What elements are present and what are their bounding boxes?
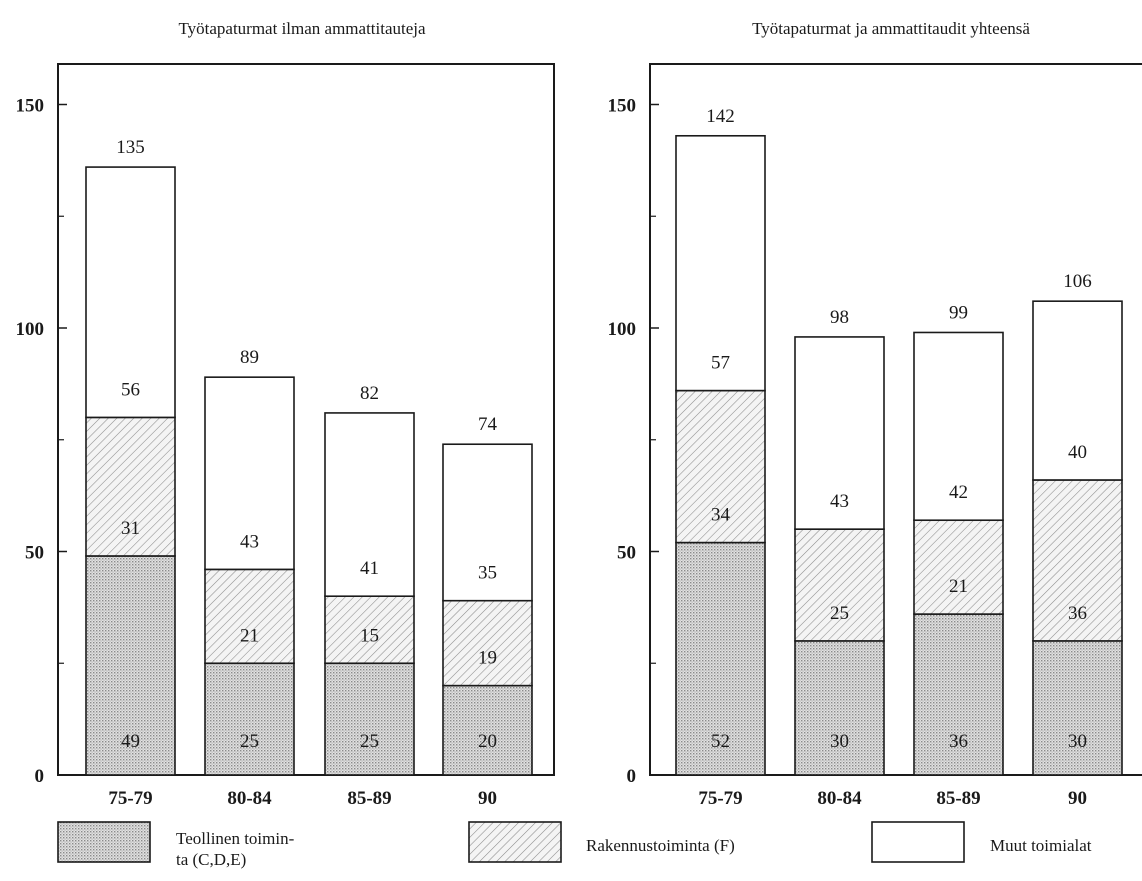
segment-value-label: 52: [711, 731, 730, 752]
y-tick-label: 100: [16, 319, 45, 340]
segment-value-label: 35: [478, 563, 497, 584]
segment-value-label: 41: [360, 558, 379, 579]
legend-label: Muut toimialat: [990, 836, 1092, 855]
legend-label: Teollinen toimin-: [176, 829, 295, 848]
chart-title: Työtapaturmat ja ammattitaudit yhteensä: [752, 19, 1030, 38]
segment-value-label: 31: [121, 518, 140, 539]
bar-segment-rakennus: [914, 520, 1003, 614]
x-category-label: 80-84: [227, 788, 272, 809]
segment-value-label: 43: [830, 491, 849, 512]
x-category-label: 75-79: [108, 788, 152, 809]
legend-swatch: [469, 822, 561, 862]
x-category-label: 75-79: [698, 788, 742, 809]
chart-title: Työtapaturmat ilman ammattitauteja: [178, 19, 426, 38]
legend-label-line2: ta (C,D,E): [176, 850, 246, 869]
y-tick-label: 0: [627, 766, 637, 787]
bar-total-label: 106: [1063, 271, 1092, 292]
bar-total-label: 99: [949, 302, 968, 323]
segment-value-label: 25: [240, 731, 259, 752]
x-category-label: 80-84: [817, 788, 862, 809]
y-tick-label: 150: [16, 96, 45, 117]
bar-total-label: 142: [706, 106, 735, 127]
y-tick-label: 50: [25, 543, 44, 564]
bar-total-label: 98: [830, 307, 849, 328]
segment-value-label: 36: [949, 731, 968, 752]
segment-value-label: 49: [121, 731, 140, 752]
legend: Teollinen toimin-ta (C,D,E) Rakennustoimi…: [58, 822, 1092, 869]
segment-value-label: 19: [478, 648, 497, 669]
bar-segment-teollinen: [325, 663, 414, 775]
segment-value-label: 30: [830, 731, 849, 752]
segment-value-label: 42: [949, 482, 968, 503]
segment-value-label: 34: [711, 505, 731, 526]
y-tick-label: 0: [35, 766, 45, 787]
chart-panel-2: Työtapaturmat ja ammattitaudit yhteensä 0…: [608, 19, 1142, 809]
segment-value-label: 20: [478, 731, 497, 752]
chart-panel-1: Työtapaturmat ilman ammattitauteja 0 50 100…: [16, 19, 555, 809]
segment-value-label: 40: [1068, 442, 1087, 463]
bar-segment-teollinen: [795, 641, 884, 775]
segment-value-label: 56: [121, 379, 140, 400]
bar-total-label: 89: [240, 347, 259, 368]
legend-swatch: [872, 822, 964, 862]
x-category-label: 90: [478, 788, 497, 809]
bar-total-label: 135: [116, 137, 145, 158]
segment-value-label: 21: [240, 625, 259, 646]
bar-segment-teollinen: [205, 663, 294, 775]
legend-swatch: [58, 822, 150, 862]
bar-segment-rakennus: [443, 601, 532, 686]
y-tick-label: 50: [617, 543, 636, 564]
bar-total-label: 82: [360, 383, 379, 404]
y-tick-label: 150: [608, 96, 637, 117]
segment-value-label: 36: [1068, 603, 1087, 624]
segment-value-label: 25: [360, 731, 379, 752]
segment-value-label: 30: [1068, 731, 1087, 752]
x-category-label: 85-89: [347, 788, 391, 809]
segment-value-label: 15: [360, 625, 379, 646]
y-tick-label: 100: [608, 319, 637, 340]
bar-segment-rakennus: [205, 569, 294, 663]
legend-label: Rakennustoiminta (F): [586, 836, 735, 855]
x-category-label: 85-89: [936, 788, 980, 809]
legend-item: Rakennustoiminta (F): [469, 822, 735, 862]
segment-value-label: 43: [240, 531, 259, 552]
x-category-label: 90: [1068, 788, 1087, 809]
bar-total-label: 74: [478, 414, 498, 435]
segment-value-label: 57: [711, 353, 730, 374]
segment-value-label: 21: [949, 576, 968, 597]
legend-item: Muut toimialat: [872, 822, 1092, 862]
bar-segment-rakennus: [795, 529, 884, 641]
bar-segment-teollinen: [1033, 641, 1122, 775]
legend-item: Teollinen toimin-ta (C,D,E): [58, 822, 295, 869]
segment-value-label: 25: [830, 603, 849, 624]
